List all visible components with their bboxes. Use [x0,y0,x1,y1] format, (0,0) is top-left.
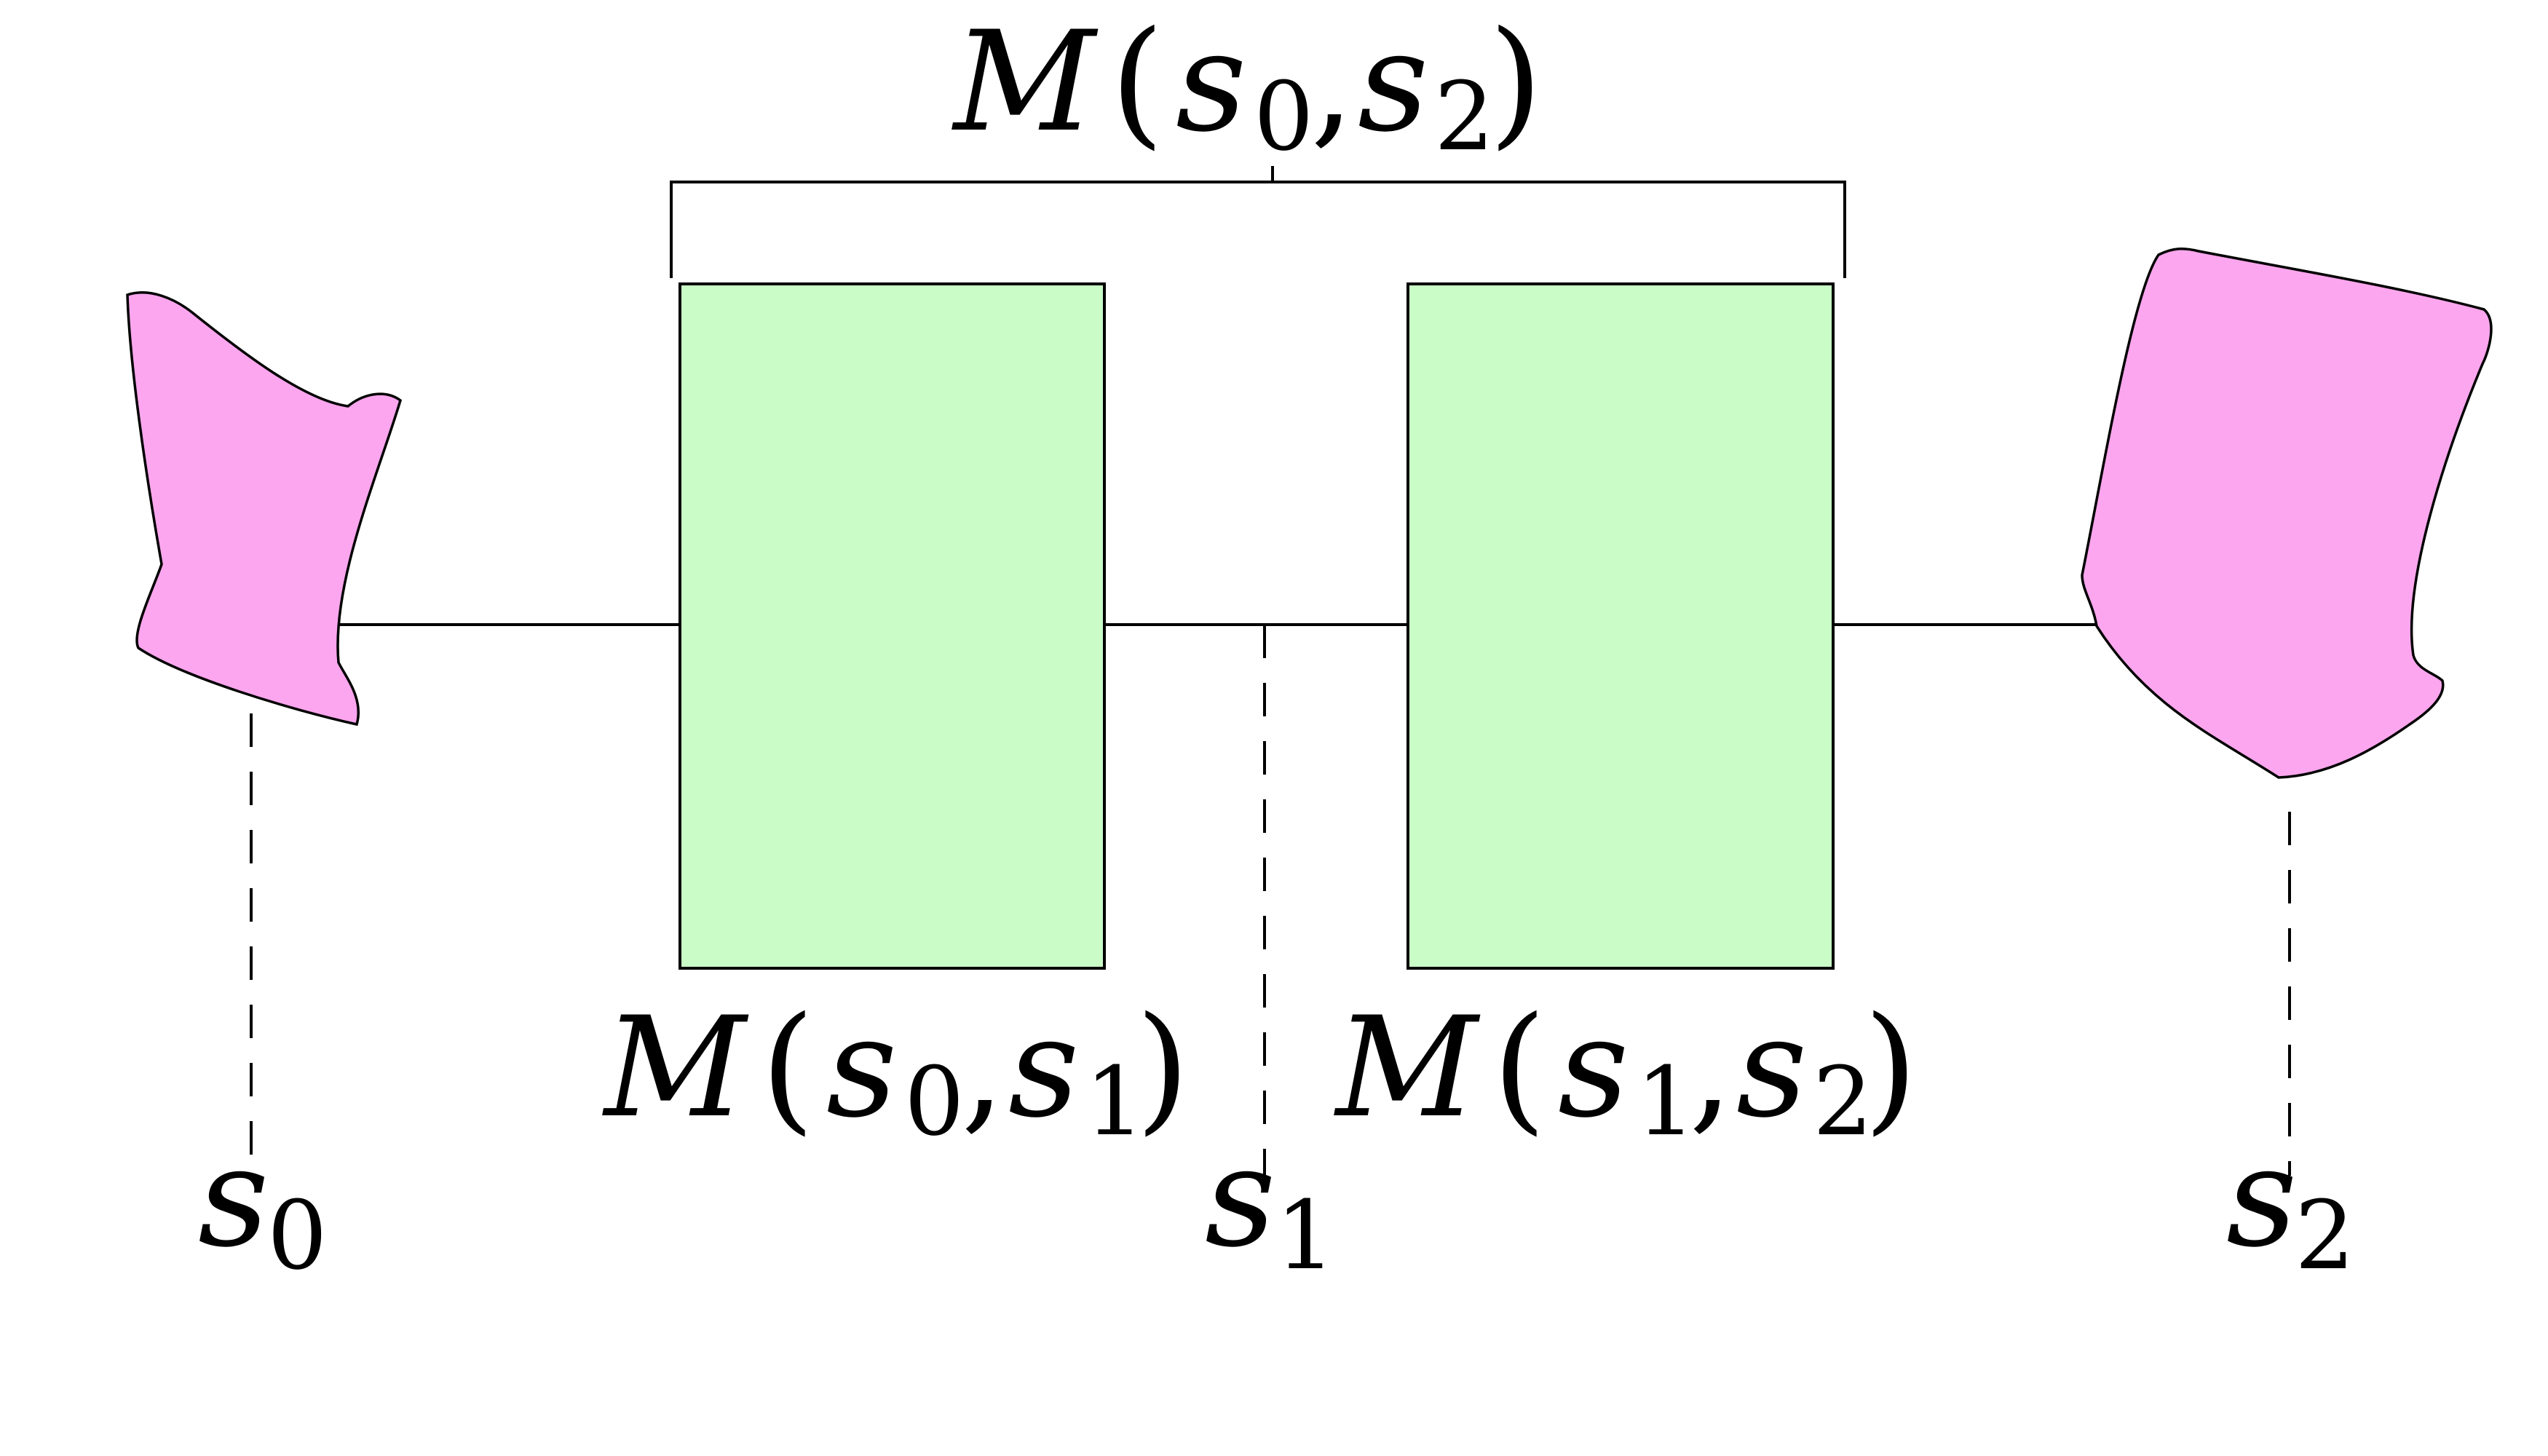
box-m-s0-s1 [678,282,1106,970]
label-arg-a-sub: 0 [904,1046,965,1157]
label-func: M [602,987,749,1148]
label-comma: , [1689,987,1733,1148]
label-m-s0-s2: M ( s 0 , s 2 ) [951,1,1543,172]
label-sub: 2 [2295,1180,2355,1291]
label-sym: s [1205,1117,1276,1278]
top-bracket [670,166,1846,278]
label-sub: 1 [1275,1180,1336,1291]
label-sub: 0 [267,1180,328,1291]
label-func: M [951,1,1099,162]
label-open-paren: ( [1492,987,1546,1148]
label-func: M [1334,987,1481,1148]
label-s1: s 1 [1205,1117,1336,1291]
label-arg-b-sub: 1 [1085,1046,1145,1157]
state-blob-s0 [126,291,403,727]
label-m-s1-s2: M ( s 1 , s 2 ) [1334,987,1918,1157]
label-close-paren: ) [1489,1,1543,162]
label-arg-a: s [826,987,898,1148]
label-s0: s 0 [198,1117,328,1291]
label-close-paren: ) [1136,987,1190,1148]
label-arg-b: s [1008,987,1080,1148]
label-close-paren: ) [1864,987,1918,1148]
label-open-paren: ( [1110,1,1164,162]
label-arg-b: s [1736,987,1808,1148]
label-arg-a: s [1558,987,1629,1148]
label-arg-b: s [1358,1,1429,162]
box-m-s1-s2 [1406,282,1835,970]
label-arg-a-sub: 0 [1254,61,1314,172]
label-m-s0-s1: M ( s 0 , s 1 ) [602,987,1190,1157]
label-open-paren: ( [761,987,815,1148]
label-sym: s [2226,1117,2298,1278]
label-arg-b-sub: 2 [1434,61,1495,172]
label-s2: s 2 [2226,1117,2355,1291]
label-comma: , [1310,1,1354,162]
label-comma: , [961,987,1005,1148]
label-arg-a-sub: 1 [1636,1046,1696,1157]
label-arg-b-sub: 2 [1813,1046,1873,1157]
label-arg-a: s [1176,1,1247,162]
state-blob-s2 [2081,247,2493,779]
label-sym: s [198,1117,269,1278]
